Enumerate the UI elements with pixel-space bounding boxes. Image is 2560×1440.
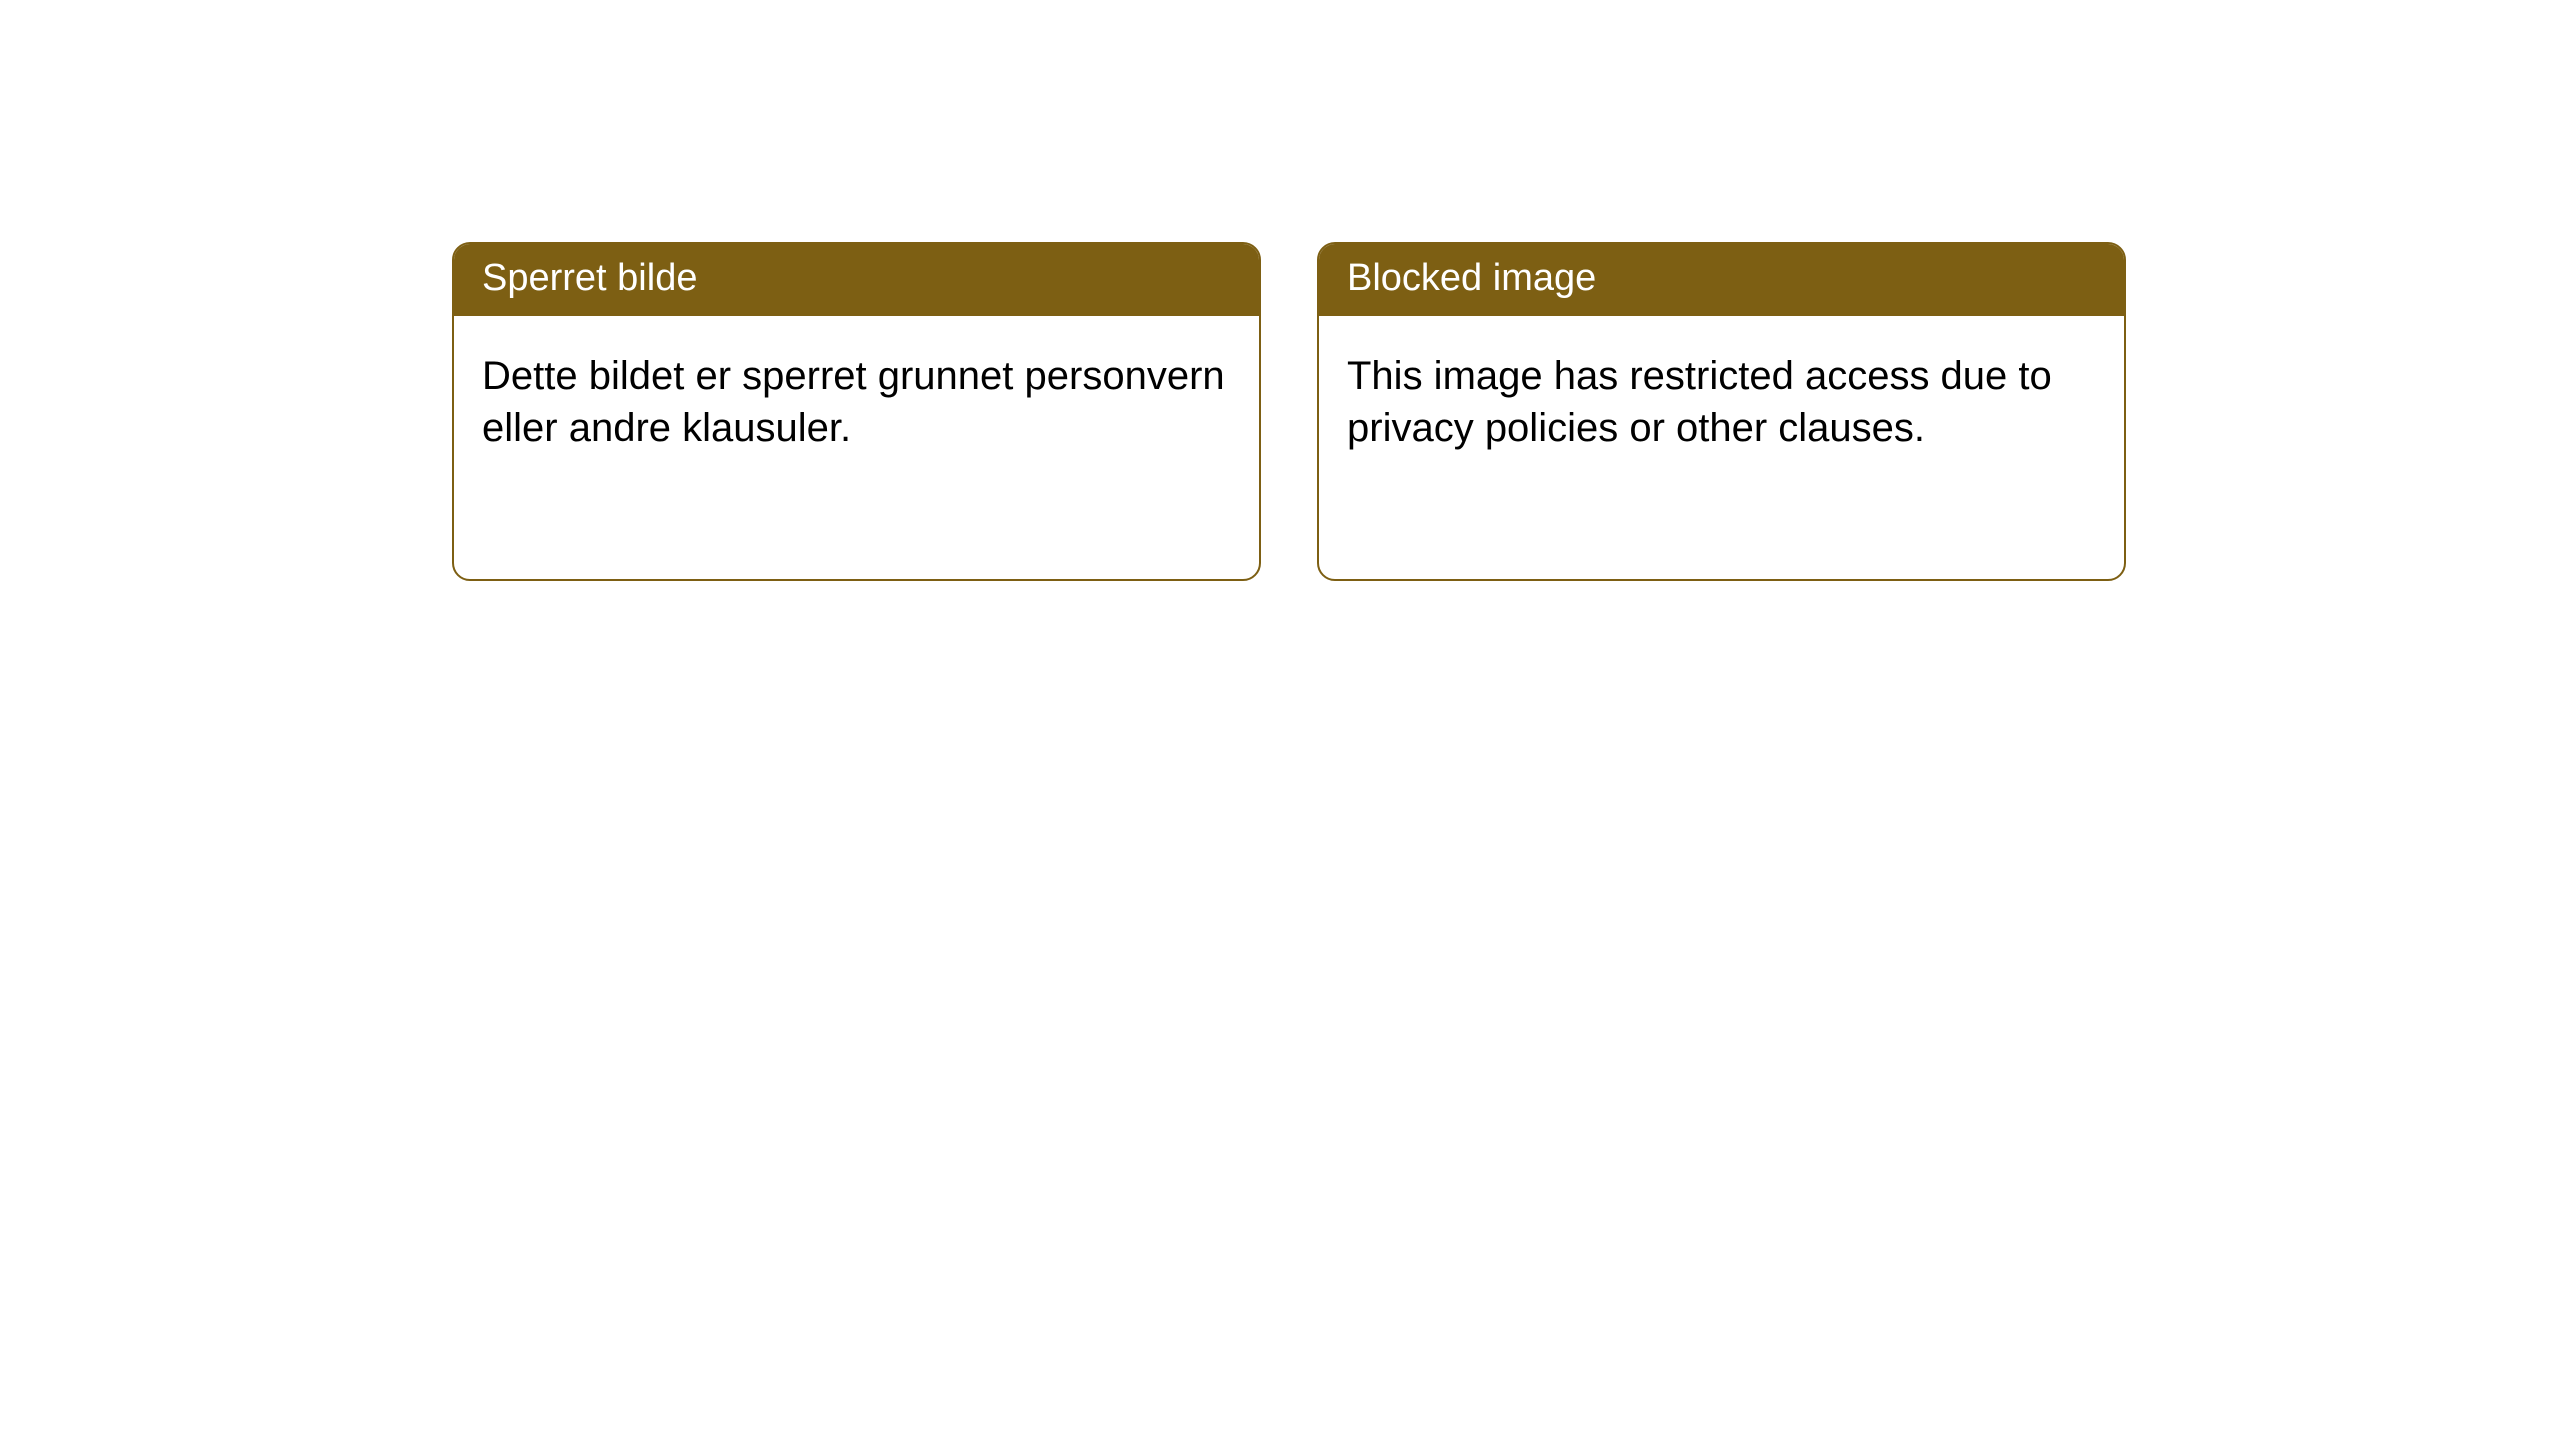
notice-container: Sperret bilde Dette bildet er sperret gr… [452, 242, 2126, 581]
notice-body-en: This image has restricted access due to … [1319, 316, 2124, 476]
notice-card-no: Sperret bilde Dette bildet er sperret gr… [452, 242, 1261, 581]
notice-title-en: Blocked image [1319, 244, 2124, 316]
notice-body-no: Dette bildet er sperret grunnet personve… [454, 316, 1259, 476]
notice-title-no: Sperret bilde [454, 244, 1259, 316]
notice-card-en: Blocked image This image has restricted … [1317, 242, 2126, 581]
